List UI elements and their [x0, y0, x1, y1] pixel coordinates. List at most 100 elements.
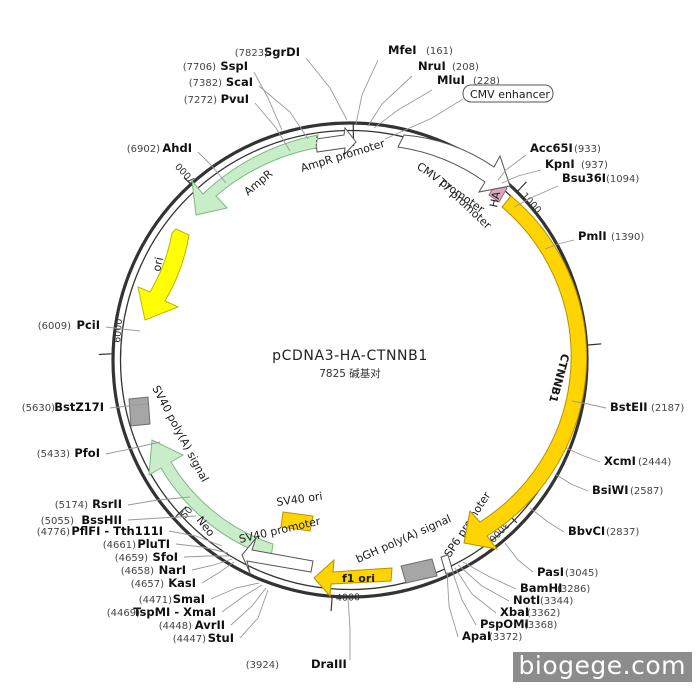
site-pos-ScaI: (7382) — [189, 78, 222, 89]
site-name-RsrII: RsrII — [92, 497, 122, 511]
feature-ampr[interactable]: AmpR — [191, 134, 319, 216]
site-ApaI[interactable]: ApaI (3372) — [446, 571, 522, 643]
site-NotI[interactable]: NotI (3344) — [457, 564, 573, 607]
feature-f1-ori[interactable]: f1 ori — [313, 558, 393, 598]
site-XbaI[interactable]: XbaI (3362) — [454, 567, 560, 619]
site-PciI[interactable]: PciI (6009) — [38, 318, 141, 332]
site-PflFI-Tth111I[interactable]: PflFI - Tth111I (4776) — [37, 524, 223, 547]
site-NruI[interactable]: NruI (208) — [367, 59, 479, 127]
site-PspOMI[interactable]: PspOMI (3368) — [451, 569, 557, 631]
site-name-BsiWI: BsiWI — [592, 483, 629, 497]
site-NarI[interactable]: NarI (4658) — [121, 558, 233, 577]
site-name-PspOMI: PspOMI — [480, 617, 529, 631]
site-name-Bsu36I: Bsu36I — [562, 171, 606, 185]
site-Bsu36I[interactable]: Bsu36I (1094) — [513, 171, 639, 208]
site-pos-PvuI: (7272) — [184, 95, 217, 106]
site-pos-KpnI: (937) — [581, 160, 608, 171]
site-KasI[interactable]: KasI (4657) — [131, 561, 235, 590]
feature-label-bgh-polya: bGH poly(A) signal — [354, 512, 453, 566]
site-name-PasI: PasI — [537, 565, 564, 579]
site-pos-XcmI: (2444) — [638, 457, 671, 468]
site-pos-AhdI: (6902) — [127, 144, 160, 155]
site-name-AvrII: AvrII — [195, 618, 225, 632]
site-pos-TspMI-XmaI: (4469) — [107, 608, 140, 619]
feature-sv40-ori[interactable]: SV40 ori — [276, 490, 324, 532]
site-name-PvuI: PvuI — [221, 92, 249, 106]
feature-ori[interactable]: ori — [137, 228, 190, 321]
site-name-BstZ17I: BstZ17I — [54, 400, 104, 414]
bottom-bar — [0, 696, 700, 700]
site-RsrII[interactable]: RsrII (5174) — [55, 496, 191, 511]
site-DraIII[interactable]: DraIII (3924) — [246, 597, 351, 671]
site-pos-BbvCI: (2837) — [606, 527, 639, 538]
site-PasI[interactable]: PasI (3045) — [504, 542, 598, 579]
site-name-StuI: StuI — [208, 631, 234, 645]
plasmid-name: pCDNA3-HA-CTNNB1 — [272, 348, 428, 364]
site-name-BbvCI: BbvCI — [568, 524, 605, 538]
site-name-KpnI: KpnI — [545, 157, 575, 171]
plasmid-size: 7825 碱基对 — [319, 367, 381, 380]
site-SfoI[interactable]: SfoI (4659) — [115, 550, 230, 564]
site-MfeI[interactable]: MfeI (161) — [355, 43, 453, 125]
site-BssHII[interactable]: BssHII (5055) — [41, 513, 197, 527]
site-pos-Acc65I: (933) — [574, 144, 601, 155]
site-pos-DraIII: (3924) — [246, 660, 279, 671]
site-TspMI-XmaI[interactable]: TspMI - XmaI (4469) — [107, 584, 263, 619]
site-BbvCI[interactable]: BbvCI (2837) — [529, 507, 639, 538]
site-pos-NruI: (208) — [452, 62, 479, 73]
site-pos-MluI: (228) — [473, 76, 500, 87]
site-pos-PmlI: (1390) — [611, 232, 644, 243]
site-SmaI[interactable]: SmaI (4471) — [139, 582, 260, 606]
site-pos-Bsu36I: (1094) — [606, 174, 639, 185]
site-BamHI[interactable]: BamHI (3286) — [462, 561, 590, 595]
site-XcmI[interactable]: XcmI (2444) — [565, 447, 671, 468]
feature-label-ha-tag: HA — [487, 190, 503, 209]
site-name-ScaI: ScaI — [226, 75, 253, 89]
site-BsiWI[interactable]: BsiWI (2587) — [554, 473, 663, 497]
site-pos-AvrII: (4448) — [159, 621, 192, 632]
site-name-SfoI: SfoI — [153, 550, 178, 564]
site-pos-MfeI: (161) — [426, 46, 453, 57]
site-AvrII[interactable]: AvrII (4448) — [159, 587, 267, 632]
site-PluTI[interactable]: PluTI (4661) — [103, 537, 229, 554]
site-BstEII[interactable]: BstEII (2187) — [571, 400, 684, 414]
site-name-BssHII: BssHII — [81, 513, 122, 527]
site-pos-NotI: (3344) — [540, 596, 573, 607]
watermark: biogege.com — [512, 651, 692, 682]
site-pos-PflFI-Tth111I: (4776) — [37, 527, 70, 538]
site-name-AhdI: AhdI — [162, 141, 192, 155]
site-pos-PluTI: (4661) — [103, 540, 136, 551]
site-name-NotI: NotI — [513, 593, 540, 607]
site-PvuI[interactable]: PvuI (7272) — [184, 92, 291, 152]
site-pos-PfoI: (5433) — [37, 449, 70, 460]
tick-label-6000: 6000 — [112, 318, 125, 343]
site-StuI[interactable]: StuI (4447) — [173, 589, 269, 645]
site-name-XcmI: XcmI — [604, 454, 636, 468]
site-pos-BamHI: (3286) — [557, 584, 590, 595]
site-name-PmlI: PmlI — [578, 229, 607, 243]
site-SgrDI[interactable]: SgrDI (7823) — [235, 45, 348, 121]
site-KpnI[interactable]: KpnI (937) — [501, 157, 608, 184]
site-name-Acc65I: Acc65I — [530, 141, 573, 155]
site-name-PciI: PciI — [77, 318, 100, 332]
site-AhdI[interactable]: AhdI (6902) — [127, 141, 227, 184]
site-name-SgrDI: SgrDI — [264, 45, 300, 59]
site-pos-SspI: (7706) — [183, 62, 216, 73]
site-name-NruI: NruI — [418, 59, 446, 73]
site-ScaI[interactable]: ScaI (7382) — [189, 75, 309, 140]
site-pos-SgrDI: (7823) — [235, 48, 268, 59]
feature-cmv-enhancer[interactable]: CMV enhancer — [384, 84, 554, 140]
site-Acc65I[interactable]: Acc65I (933) — [497, 141, 601, 181]
site-name-SmaI: SmaI — [173, 592, 205, 606]
site-MluI[interactable]: MluI (228) — [373, 73, 500, 129]
feature-ampr-promoter[interactable]: AmpR promoter — [299, 126, 387, 175]
site-pos-PasI: (3045) — [565, 568, 598, 579]
feature-label-ori: ori — [150, 256, 166, 273]
site-PmlI[interactable]: PmlI (1390) — [544, 229, 644, 250]
feature-label-sv40-ori: SV40 ori — [276, 490, 324, 509]
site-PfoI[interactable]: PfoI (5433) — [37, 441, 161, 460]
site-BstZ17I[interactable]: BstZ17I (5630) — [22, 400, 149, 414]
site-SspI[interactable]: SspI (7706) — [183, 59, 283, 131]
site-name-PluTI: PluTI — [137, 537, 170, 551]
